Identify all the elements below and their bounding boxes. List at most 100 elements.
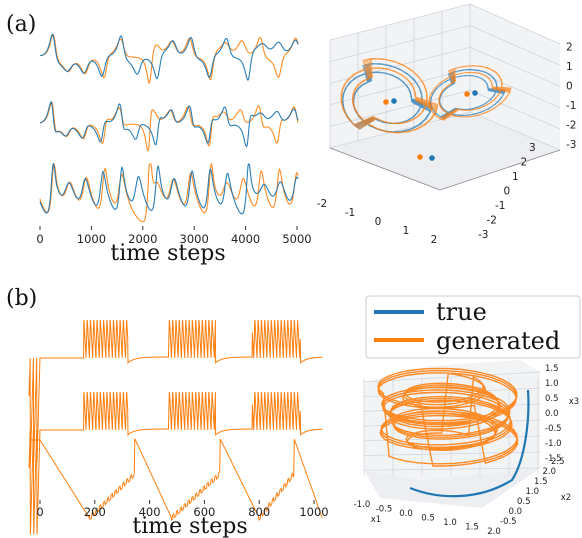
tick-label-z3d-b: -1.0 xyxy=(545,439,562,449)
panel-label-b: (b) xyxy=(6,286,37,311)
grid-line xyxy=(329,25,471,62)
tick-label-b: 200 xyxy=(84,505,106,519)
tick-label-y3d: 2 xyxy=(521,157,528,169)
marker-point xyxy=(429,155,435,161)
pane-floor-b xyxy=(364,468,540,508)
tick-label-y3d-b: -0.5 xyxy=(500,517,517,527)
grid-line xyxy=(469,111,561,151)
tick-label-x3d-b: 2.0 xyxy=(487,527,501,537)
curve-b-true xyxy=(409,389,530,498)
tick-label-x3d-b: 0.5 xyxy=(421,514,435,524)
tick-label-b: 600 xyxy=(193,505,215,519)
tick-label-a: 4000 xyxy=(231,232,260,246)
tick-label-y3d: -3 xyxy=(478,229,488,241)
trace-a-1-generated xyxy=(39,33,299,84)
grid-line xyxy=(469,25,561,66)
tick-label-y3d-b: 2.0 xyxy=(543,467,557,477)
grid-line xyxy=(469,90,561,130)
tick-label-z3d-b: 0.5 xyxy=(545,394,559,404)
tick-label-z3d: 1 xyxy=(566,61,573,73)
tick-label-a: 5000 xyxy=(282,232,311,246)
tick-label-x3d-b: 1.0 xyxy=(443,518,457,528)
tick-label-b: 400 xyxy=(139,505,161,519)
attractor-generated-left xyxy=(340,58,439,134)
trace-a-1-true xyxy=(39,33,299,81)
panel-a-time-series xyxy=(39,33,299,223)
tick-label-b: 0 xyxy=(36,505,43,519)
attractor-generated-right xyxy=(428,65,512,121)
grid-line xyxy=(469,3,561,45)
trace-a-3-generated xyxy=(39,162,299,223)
tick-label-y3d: 3 xyxy=(529,142,536,154)
pane-floor xyxy=(330,112,560,190)
panel-b-time-series xyxy=(28,319,323,535)
tick-label-z3d: 2 xyxy=(566,42,573,54)
tick-label-y3d-b: 0.5 xyxy=(517,497,531,507)
tick-label-y3d: 1 xyxy=(512,171,519,183)
tick-label-z3d: -2 xyxy=(566,120,576,132)
trace-b-row2-generated xyxy=(28,391,323,535)
legend-label-true: true xyxy=(436,298,487,326)
trace-b-row3-generated xyxy=(29,438,323,522)
tick-label-y3d: 0 xyxy=(504,186,511,198)
tick-label-x3d-b: 1.5 xyxy=(465,523,479,533)
tick-label-y3d: -1 xyxy=(495,200,505,212)
marker-point xyxy=(391,98,397,104)
tick-label-x3d: 1 xyxy=(403,225,410,237)
axis-label-x1: x1 xyxy=(371,515,381,525)
tick-label-z3d: -3 xyxy=(566,139,576,151)
pane-back xyxy=(330,4,560,150)
grid-line xyxy=(329,3,471,41)
trace-a-2-generated xyxy=(39,101,299,152)
tick-label-x3d: -1 xyxy=(345,207,355,219)
axis-label-x3: x3 xyxy=(569,397,579,407)
marker-point xyxy=(472,90,478,96)
attractor-true-right xyxy=(430,68,506,119)
legend: true generated xyxy=(365,295,581,359)
tick-label-z3d-b: -1.5 xyxy=(545,454,562,464)
tick-label-z3d-b: 1.5 xyxy=(545,364,559,374)
tick-label-z3d-b: -0.5 xyxy=(545,424,562,434)
tick-label-y3d: -2 xyxy=(487,215,497,227)
curve-b-generated xyxy=(377,367,519,467)
panel-b-3d-plot: 1.51.00.50.0-0.5-1.0-1.5-1.0 -0.5 0.0 0.5 1.… xyxy=(354,360,579,537)
tick-label-b: 800 xyxy=(248,505,270,519)
trace-b-row1-generated xyxy=(28,319,323,463)
tick-label-x3d: -2 xyxy=(317,198,327,210)
panel-a-x-axis: 0 1000 2000 3000 4000 5000 xyxy=(36,226,312,246)
tick-label-x3d-b: 0.0 xyxy=(399,509,413,519)
tick-label-z3d-b: 1.0 xyxy=(545,379,559,389)
tick-label-y3d-b: 2.5 xyxy=(551,457,565,467)
axis-label-x2: x2 xyxy=(561,493,571,503)
tick-label-x3d-b: -1.0 xyxy=(354,500,371,510)
tick-label-a: 3000 xyxy=(180,232,209,246)
tick-label-x3d-b: -0.5 xyxy=(376,505,393,515)
tick-label-y3d-b: 0.0 xyxy=(509,507,523,517)
tick-label-x3d: 0 xyxy=(375,216,382,228)
marker-point xyxy=(383,99,389,105)
legend-label-generated: generated xyxy=(436,327,560,355)
panel-label-a: (a) xyxy=(6,12,36,37)
tick-label-a: 2000 xyxy=(128,232,157,246)
panel-b-x-axis: 0 200 400 600 800 1000 xyxy=(36,500,329,519)
panel-b-xlabel: time steps xyxy=(132,514,247,538)
grid-line xyxy=(469,46,561,87)
tick-label-z3d-b: 0.0 xyxy=(545,409,559,419)
tick-label-x3d: 2 xyxy=(431,234,438,246)
tick-label-a: 1000 xyxy=(77,232,106,246)
tick-label-a: 0 xyxy=(36,232,43,246)
grid-line xyxy=(329,46,471,84)
grid-line xyxy=(329,90,471,127)
panel-a-xlabel: time steps xyxy=(110,241,225,266)
marker-point xyxy=(417,154,423,160)
axis-edge xyxy=(329,147,441,191)
tick-label-z3d: 0 xyxy=(566,81,573,93)
tick-label-y3d-b: 1.5 xyxy=(534,477,548,487)
axis-edge xyxy=(439,149,561,191)
tick-label-z3d: -1 xyxy=(566,100,576,112)
trace-a-3-true xyxy=(39,162,299,215)
tick-label-b: 1000 xyxy=(299,505,328,519)
tick-label-y3d-b: 1.0 xyxy=(526,487,540,497)
